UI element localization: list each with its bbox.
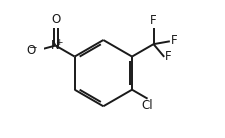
Text: O: O — [51, 14, 60, 26]
Text: −: − — [29, 43, 38, 52]
Text: Cl: Cl — [141, 99, 153, 112]
Text: F: F — [164, 50, 171, 63]
Text: +: + — [55, 38, 62, 47]
Text: F: F — [150, 14, 156, 27]
Text: N: N — [51, 39, 60, 52]
Text: O: O — [27, 44, 36, 57]
Text: F: F — [170, 34, 176, 47]
